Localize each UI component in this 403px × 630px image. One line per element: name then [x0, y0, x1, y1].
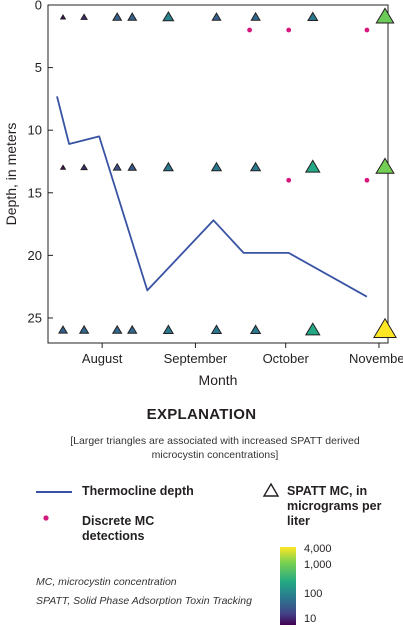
plot-area: [47, 4, 389, 344]
y-tick-label: 0: [35, 0, 42, 13]
spatt-triangle: [58, 325, 69, 334]
colorbar-tick-label: 10: [304, 613, 317, 625]
spatt-triangle: [127, 324, 138, 334]
legend-line-swatch: [36, 491, 72, 493]
spatt-triangle: [304, 322, 321, 336]
spatt-triangle: [249, 324, 262, 334]
discrete-mc-point: [286, 27, 292, 33]
y-tick-label: 25: [28, 310, 42, 325]
discrete-mc-point: [364, 27, 370, 33]
spatt-triangle: [59, 164, 67, 170]
spatt-triangle: [211, 12, 222, 21]
spatt-triangle: [162, 11, 175, 22]
legend-triangle-swatch: [262, 482, 280, 497]
spatt-triangle: [375, 157, 395, 174]
legend-discrete-label: Discrete MC detections: [82, 514, 155, 543]
discrete-mc-point: [247, 27, 252, 33]
colorbar-tick-label: 100: [304, 588, 323, 600]
spatt-triangle: [112, 12, 123, 21]
footnote-mc: MC, microcystin concentration: [36, 576, 177, 588]
spatt-triangle: [112, 162, 122, 171]
legend-spatt-label: SPATT MC, in micrograms per liter: [287, 484, 382, 528]
thermocline-line: [56, 96, 368, 298]
spatt-triangle: [373, 317, 397, 338]
spatt-triangle: [375, 7, 395, 24]
colorbar-tick-label: 4,000: [304, 543, 332, 555]
x-tick-label: October: [263, 351, 310, 366]
colorbar-tick-label: 1,000: [304, 559, 332, 571]
spatt-triangle: [249, 161, 262, 172]
discrete-mc-point: [286, 177, 292, 183]
spatt-triangle: [162, 324, 174, 334]
y-tick-label: 20: [28, 248, 42, 263]
explanation-note: [Larger triangles are associated with in…: [70, 435, 360, 461]
footnote-spatt: SPATT, Solid Phase Adsorption Toxin Trac…: [36, 595, 252, 607]
spatt-triangle: [210, 324, 223, 334]
legend-thermocline-label: Thermocline depth: [82, 484, 194, 498]
spatt-triangle: [80, 13, 88, 20]
spatt-triangle: [127, 162, 138, 171]
discrete-mc-layer: [247, 27, 370, 183]
thermocline-layer: [56, 96, 368, 298]
spatt-triangle: [80, 163, 88, 171]
x-tick-label: September: [164, 351, 228, 366]
x-tick-label: August: [82, 351, 123, 366]
colorbar: [280, 547, 296, 625]
spatt-triangle: [304, 159, 321, 173]
explanation-title: EXPLANATION: [146, 406, 257, 423]
x-tick-label: November: [349, 351, 403, 366]
x-axis-ticks: August September October November: [82, 343, 403, 366]
y-axis-title: Depth, in meters: [3, 123, 19, 226]
spatt-layer: [58, 7, 397, 338]
spatt-triangle: [127, 12, 138, 21]
discrete-mc-point: [364, 177, 370, 183]
y-tick-label: 10: [28, 123, 42, 138]
plot-frame: [47, 4, 389, 344]
y-tick-label: 15: [28, 185, 42, 200]
chart-figure: 0 5 10 15 20 25 August September October Novembe…: [3, 0, 403, 388]
spatt-triangle: [78, 324, 90, 334]
spatt-triangle: [307, 11, 319, 21]
spatt-triangle: [250, 11, 261, 21]
legend-dot-swatch: [43, 515, 49, 521]
x-axis-title: Month: [199, 372, 238, 388]
spatt-triangle: [210, 161, 223, 172]
spatt-triangle: [111, 324, 123, 334]
spatt-triangle: [162, 161, 174, 172]
y-axis-ticks: 0 5 10 15 20 25: [28, 0, 53, 325]
spatt-triangle: [59, 14, 67, 20]
y-tick-label: 5: [35, 60, 42, 75]
